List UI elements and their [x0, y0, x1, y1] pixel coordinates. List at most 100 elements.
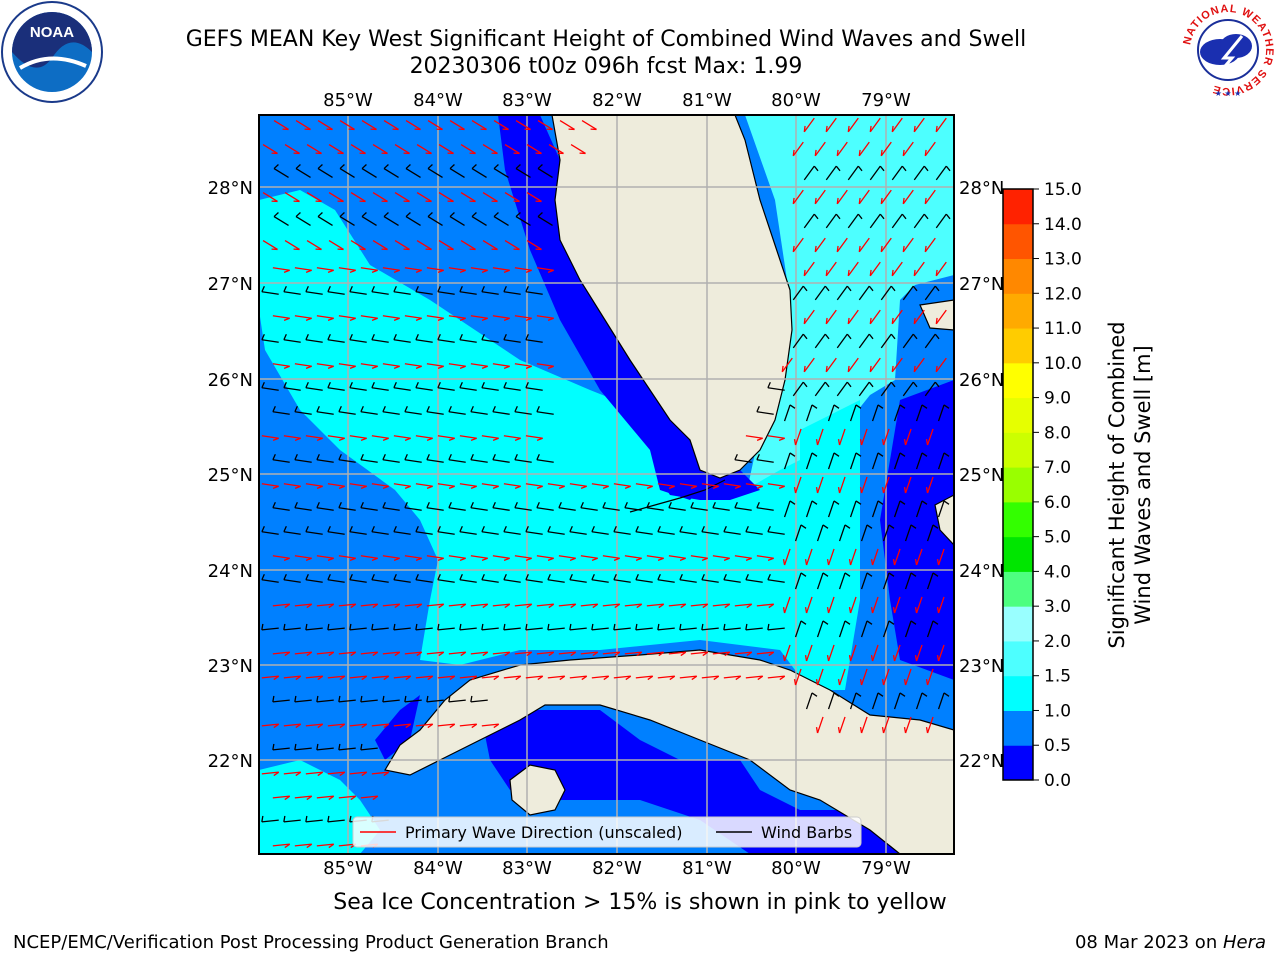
wave-arrow [679, 483, 697, 487]
lat-label-left: 24°N [208, 561, 253, 582]
wind-barb [371, 579, 389, 583]
wind-barb-flag [360, 405, 364, 412]
wind-barb [849, 404, 857, 422]
wave-arrow-head [757, 675, 764, 681]
wind-barb [459, 531, 477, 535]
wave-arrow [503, 483, 521, 487]
wave-arrow-head [306, 651, 313, 657]
wave-arrow-head [459, 557, 466, 561]
wave-arrow-head [371, 557, 378, 561]
wind-barb [492, 411, 510, 415]
wave-arrow [492, 267, 510, 271]
wave-arrow [272, 363, 290, 367]
wind-barb [860, 572, 868, 590]
wave-arrow [393, 435, 411, 439]
wind-barb-flag [327, 381, 331, 388]
wave-arrow [624, 651, 642, 655]
wave-arrow [448, 363, 466, 367]
wave-arrow-head [869, 365, 872, 372]
wind-barb-flag [901, 213, 907, 220]
wave-arrow [350, 144, 366, 154]
wave-arrow-head [746, 651, 753, 657]
wind-barb-flag [294, 695, 297, 702]
wind-barb [327, 819, 345, 823]
wave-arrow [712, 603, 730, 607]
wind-barb [926, 620, 934, 638]
wind-barb [591, 627, 609, 631]
wave-arrow-head [481, 269, 488, 273]
wind-barb-flag [846, 333, 852, 340]
wind-barb-flag [382, 695, 385, 702]
wind-barb [261, 627, 279, 631]
wind-barb-flag [349, 815, 352, 822]
wave-arrow-head [558, 485, 565, 489]
wind-barb [382, 411, 400, 415]
wind-barb-flag [295, 211, 301, 218]
wave-arrow-head [847, 269, 850, 276]
wind-barb-flag [338, 501, 342, 508]
wave-arrow [734, 555, 752, 559]
wave-arrow-head [646, 485, 653, 489]
wave-arrow [935, 117, 947, 133]
wave-arrow-head [734, 485, 741, 489]
wave-arrow [294, 555, 312, 559]
wind-barb-flag [437, 525, 441, 532]
wind-barb [459, 387, 477, 391]
wind-barb-flag [261, 333, 265, 340]
wave-arrow-head [327, 557, 334, 561]
wind-barb-flag [591, 525, 595, 532]
wave-arrow-head [881, 439, 885, 446]
wind-barb [448, 507, 466, 511]
wind-barb [825, 165, 837, 181]
wind-barb [613, 627, 631, 631]
lat-label-right: 28°N [959, 178, 1004, 199]
wave-arrow [327, 723, 345, 727]
nws-logo: NATIONAL WEATHER SERVICE ★ ★ ★ [1181, 3, 1275, 98]
wave-arrow [360, 267, 378, 271]
wind-barb-flag [857, 165, 863, 172]
wave-arrow-head [525, 557, 532, 561]
wind-barb [481, 291, 499, 295]
wave-arrow [294, 795, 312, 799]
wind-barb [503, 627, 521, 631]
wave-arrow-head [515, 675, 522, 681]
wave-arrow [504, 144, 520, 154]
wave-arrow [448, 603, 466, 607]
wind-barb-flag [833, 692, 840, 697]
wind-barb-flag [899, 404, 906, 409]
wind-barb-flag [888, 572, 895, 577]
wind-barb [869, 165, 881, 181]
wind-barb [756, 459, 774, 463]
wind-barb [283, 531, 301, 535]
wave-arrow [635, 675, 653, 679]
wave-arrow-head [569, 557, 576, 561]
wave-arrow-head [316, 485, 323, 489]
wave-arrow-head [393, 557, 400, 561]
wind-barb [272, 747, 290, 751]
wave-arrow-head [273, 771, 280, 777]
wave-arrow-head [338, 437, 345, 441]
wind-barb [305, 339, 323, 343]
wind-barb-flag [569, 623, 572, 630]
wind-barb-flag [283, 815, 286, 822]
wind-barb-flag [415, 525, 419, 532]
wind-barb-flag [888, 620, 895, 625]
wave-arrow-head [415, 557, 422, 561]
wave-arrow [803, 357, 815, 373]
wind-barb-flag [360, 743, 363, 750]
wave-arrow-head [859, 487, 863, 494]
wind-barb-flag [448, 501, 452, 508]
wave-arrow-head [903, 439, 907, 446]
wind-barb-flag [745, 573, 749, 580]
wave-arrow [745, 483, 763, 487]
wind-barb-flag [910, 524, 917, 529]
wave-arrow-head [526, 651, 533, 657]
wave-arrow [316, 267, 334, 271]
wave-arrow-head [768, 651, 775, 657]
wave-arrow [492, 603, 510, 607]
wave-arrow [338, 363, 356, 367]
wave-arrow-head [460, 603, 467, 609]
lon-label-top: 82°W [592, 90, 642, 111]
wind-barb-flag [349, 285, 353, 292]
wind-barb [294, 459, 312, 463]
